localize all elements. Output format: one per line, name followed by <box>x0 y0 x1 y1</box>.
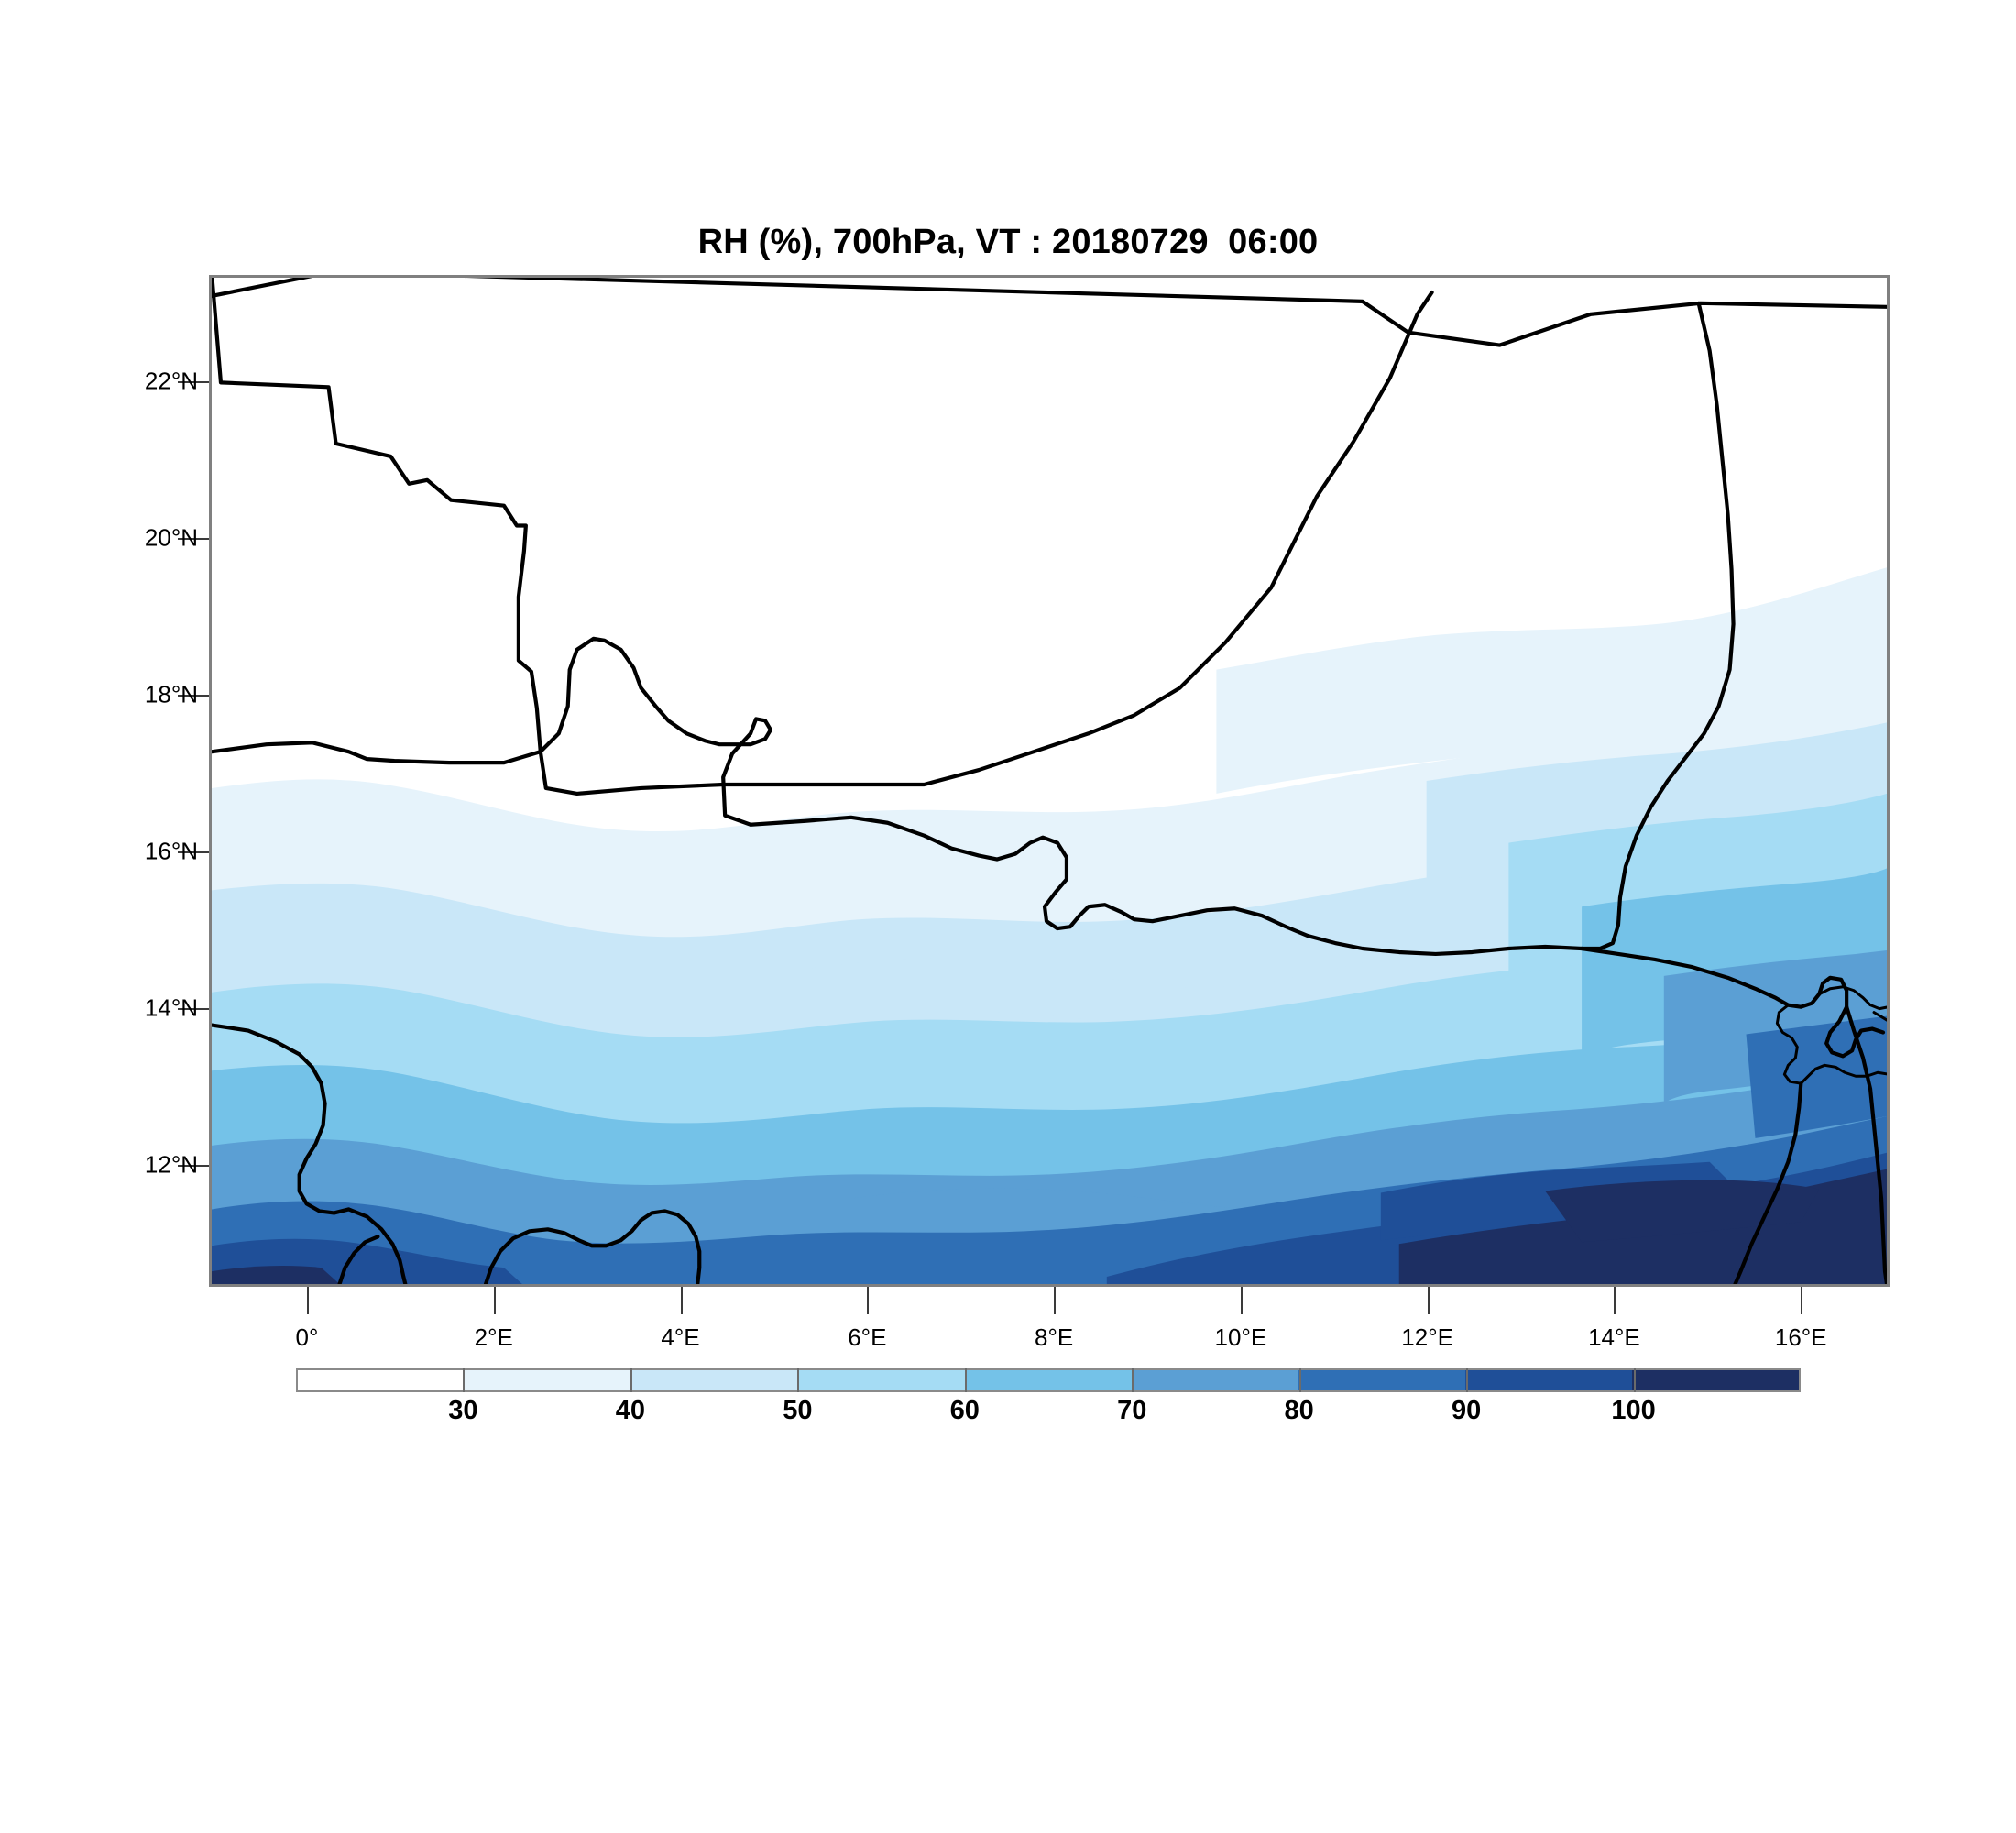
x-axis-tick <box>1427 1287 1430 1314</box>
colorbar-tick-label: 50 <box>783 1396 813 1425</box>
y-axis-tick-label: 18°N <box>144 680 198 708</box>
y-axis-tick <box>178 1008 209 1011</box>
colorbar-divider <box>1466 1368 1469 1392</box>
x-axis-tick <box>1801 1287 1803 1314</box>
colorbar-divider <box>964 1368 967 1392</box>
map-canvas <box>212 278 1887 1284</box>
x-axis-tick <box>680 1287 683 1314</box>
country-borders <box>212 278 1887 1284</box>
colorbar-divider <box>797 1368 800 1392</box>
colorbar-divider <box>1633 1368 1636 1392</box>
colorbar-band <box>465 1370 631 1390</box>
x-axis-tick-label: 10°E <box>1214 1323 1267 1351</box>
x-axis-tick <box>1240 1287 1243 1314</box>
y-axis-tick <box>178 694 209 697</box>
y-axis-tick-label: 20°N <box>144 523 198 552</box>
y-axis-tick-label: 12°N <box>144 1150 198 1179</box>
rh-contour-fill-group <box>212 278 1887 1284</box>
y-axis-tick <box>178 537 209 540</box>
x-axis-tick-label: 16°E <box>1774 1323 1827 1351</box>
colorbar-tick-label: 80 <box>1284 1396 1314 1425</box>
colorbar-divider <box>1132 1368 1134 1392</box>
colorbar-divider <box>630 1368 632 1392</box>
x-axis-tick-label: 2°E <box>474 1323 513 1351</box>
colorbar-tick-label: 90 <box>1451 1396 1482 1425</box>
x-axis-tick <box>493 1287 496 1314</box>
x-axis-tick <box>1054 1287 1057 1314</box>
colorbar-ticks: 30 40 50 60 70 80 90 100 <box>296 1368 1801 1425</box>
map-plot-area <box>209 275 1890 1287</box>
x-axis-tick-label: 12°E <box>1401 1323 1453 1351</box>
x-axis-tick <box>306 1287 309 1314</box>
colorbar-band <box>1465 1370 1632 1390</box>
colorbar-tick-label: 30 <box>448 1396 478 1425</box>
y-axis-tick-label: 14°N <box>144 993 198 1022</box>
colorbar-band <box>1132 1370 1298 1390</box>
x-axis-tick-label: 6°E <box>848 1323 887 1351</box>
colorbar-tick-label: 100 <box>1611 1396 1656 1425</box>
colorbar-tick-label: 60 <box>949 1396 980 1425</box>
x-axis-tick <box>1614 1287 1616 1314</box>
y-axis-tick <box>178 851 209 854</box>
colorbar-divider <box>463 1368 466 1392</box>
x-axis-tick-label: 8°E <box>1034 1323 1074 1351</box>
map-axes: 12°N 14°N 16°N 18°N 20°N 22°N 0° 2°E 4°E 6°E 8°E 1… <box>145 275 1890 1351</box>
y-axis-tick-label: 22°N <box>144 367 198 395</box>
colorbar-band <box>965 1370 1132 1390</box>
colorbar[interactable] <box>296 1368 1801 1392</box>
x-axis-tick-label: 14°E <box>1588 1323 1640 1351</box>
x-axis-tick <box>867 1287 870 1314</box>
x-axis-tick-label: 0° <box>295 1323 319 1351</box>
colorbar-band <box>1632 1370 1799 1390</box>
colorbar-divider <box>1298 1368 1301 1392</box>
colorbar-band <box>298 1370 465 1390</box>
colorbar-band <box>1298 1370 1465 1390</box>
y-axis-tick-label: 16°N <box>144 837 198 865</box>
colorbar-tick-label: 70 <box>1117 1396 1147 1425</box>
page-title: RH (%), 700hPa, VT : 20180729 06:00 <box>697 223 1319 261</box>
colorbar-tick-label: 40 <box>615 1396 646 1425</box>
y-axis-tick <box>178 380 209 383</box>
colorbar-band <box>631 1370 798 1390</box>
y-axis-tick <box>178 1165 209 1168</box>
colorbar-band <box>798 1370 965 1390</box>
x-axis-tick-label: 4°E <box>661 1323 700 1351</box>
